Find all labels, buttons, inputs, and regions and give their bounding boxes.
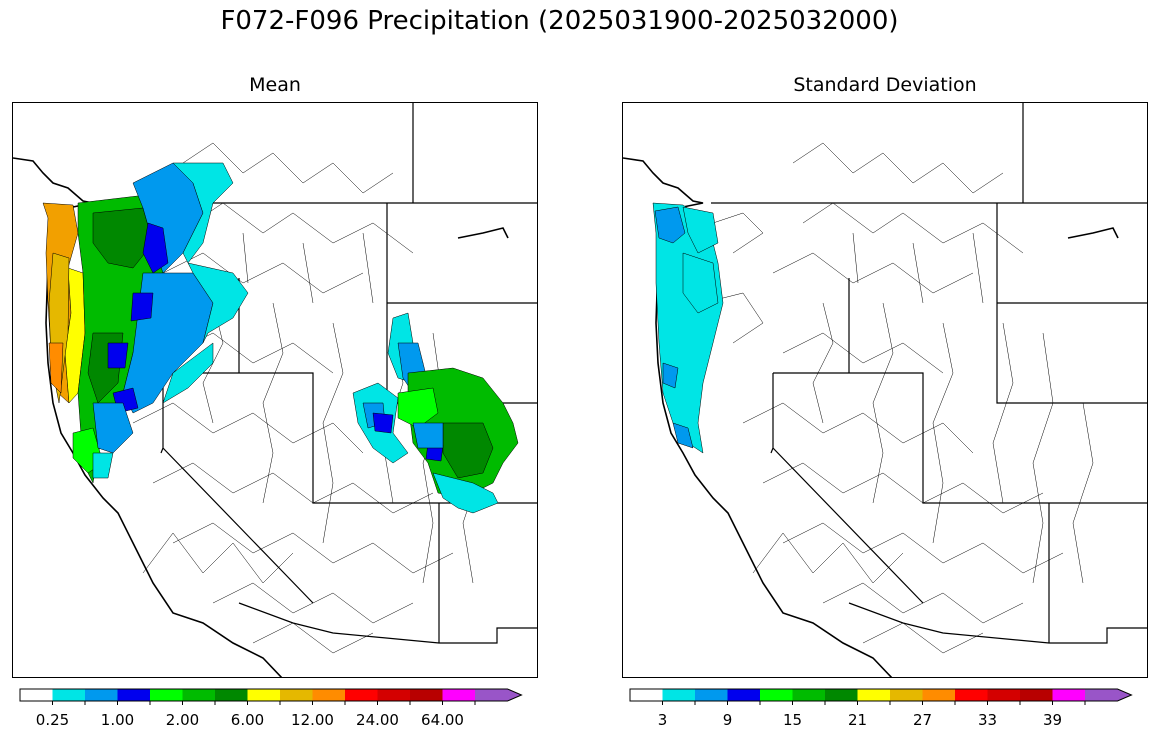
colorbar-bin	[630, 689, 663, 701]
colorbar-bin	[955, 689, 988, 701]
colorbar-bin	[85, 689, 118, 701]
colorbar-bin	[377, 689, 410, 701]
colorbar-bin	[792, 689, 825, 701]
colorbar-bin	[922, 689, 955, 701]
colorbar-tick-label: 9	[722, 711, 733, 729]
colorbar-tick-label: 12.00	[291, 711, 334, 729]
colorbar-tick-label: 64.00	[421, 711, 464, 729]
colorbar-bin	[475, 689, 522, 701]
colorbar-bin	[662, 689, 695, 701]
colorbar-bin	[312, 689, 345, 701]
colorbar-bin	[182, 689, 215, 701]
colorbar-bin	[727, 689, 760, 701]
colorbar-tick-label: 33	[977, 711, 998, 729]
colorbar-bin	[150, 689, 183, 701]
colorbar-bin	[247, 689, 280, 701]
map-mean	[12, 102, 538, 678]
colorbar-bin	[1052, 689, 1085, 701]
colorbar-tick-label: 6.00	[230, 711, 265, 729]
colorbar-tick-label: 21	[847, 711, 868, 729]
colorbar-outline	[19, 688, 523, 702]
colorbar-tick-label: 1.00	[100, 711, 135, 729]
coastline	[13, 157, 509, 677]
colorbar-tick-label: 2.00	[165, 711, 200, 729]
colorbar-bin	[52, 689, 85, 701]
colorbar-tick-label: 15	[782, 711, 803, 729]
colorbar-tick-label: 27	[912, 711, 933, 729]
colorbar-tick-label: 24.00	[356, 711, 399, 729]
panel-title-mean: Mean	[249, 74, 301, 96]
colorbar-bin	[1020, 689, 1053, 701]
colorbar-bin	[857, 689, 890, 701]
stddev-colored-basins	[652, 202, 724, 454]
colorbar-bin	[20, 689, 53, 701]
colorbar-bin	[987, 689, 1020, 701]
colorbar-bin	[117, 689, 150, 701]
colorbar-bin	[345, 689, 378, 701]
colorbar-stddev	[629, 688, 1140, 707]
colorbar-bin	[215, 689, 248, 701]
colorbar-bin	[442, 689, 475, 701]
colorbar-bin	[825, 689, 858, 701]
colorbar-bin	[280, 689, 313, 701]
colorbar-bin	[1085, 689, 1132, 701]
colorbar-bin	[410, 689, 443, 701]
colorbar-outline	[629, 688, 1133, 702]
map-stddev	[622, 102, 1148, 678]
state-boundaries	[711, 103, 1147, 644]
colorbar-bin	[890, 689, 923, 701]
colorbar-tick-label: 39	[1042, 711, 1063, 729]
colorbar-tick-label: 3	[657, 711, 668, 729]
coastline	[623, 157, 1119, 677]
colorbar-bin	[695, 689, 728, 701]
panel-title-stddev: Standard Deviation	[793, 74, 977, 96]
mean-colored-basins	[42, 162, 519, 514]
colorbar-tick-label: 0.25	[35, 711, 70, 729]
colorbar-mean	[19, 688, 530, 707]
figure-title: F072-F096 Precipitation (2025031900-2025…	[220, 6, 899, 36]
colorbar-bin	[760, 689, 793, 701]
